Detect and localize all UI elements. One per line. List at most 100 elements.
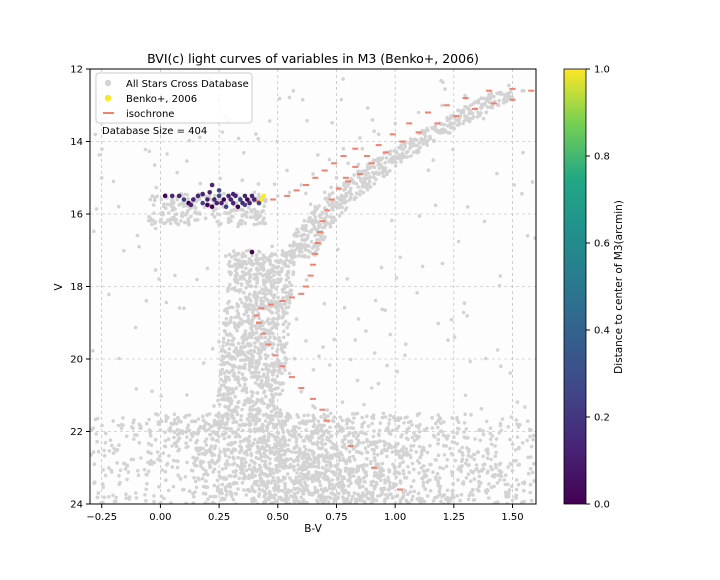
all-stars-point [276, 480, 281, 484]
all-stars-point [417, 141, 422, 145]
all-stars-point [164, 206, 168, 211]
all-stars-point [255, 399, 259, 404]
all-stars-point [470, 488, 475, 493]
all-stars-point [284, 357, 289, 362]
all-stars-point [243, 382, 247, 387]
all-stars-point [103, 473, 108, 478]
all-stars-point [381, 468, 386, 473]
all-stars-point [215, 212, 220, 216]
all-stars-point [201, 414, 205, 419]
all-stars-point [249, 390, 254, 394]
all-stars-point [485, 456, 490, 461]
all-stars-point [211, 437, 215, 442]
all-stars-point [286, 496, 290, 501]
all-stars-point [372, 456, 377, 460]
all-stars-point [316, 465, 321, 470]
all-stars-point [304, 456, 308, 460]
all-stars-point [317, 204, 321, 208]
all-stars-point [281, 381, 286, 386]
all-stars-point [245, 417, 250, 421]
all-stars-point [522, 89, 526, 93]
all-stars-point [277, 392, 281, 397]
all-stars-point [249, 343, 253, 348]
all-stars-point [243, 329, 248, 333]
all-stars-point [243, 344, 247, 349]
all-stars-point [327, 192, 332, 197]
all-stars-point [156, 422, 161, 427]
all-stars-point [383, 443, 387, 448]
all-stars-point [442, 453, 447, 457]
benko-point [247, 200, 252, 206]
all-stars-point [97, 153, 102, 157]
all-stars-point [117, 443, 121, 448]
all-stars-point [352, 474, 356, 478]
all-stars-point [268, 469, 272, 473]
all-stars-point [262, 489, 267, 494]
all-stars-point [132, 437, 136, 441]
all-stars-point [238, 383, 242, 388]
all-stars-point [341, 77, 345, 81]
all-stars-point [341, 438, 345, 443]
all-stars-point [239, 445, 243, 450]
all-stars-point [312, 451, 316, 455]
all-stars-point [122, 461, 126, 466]
all-stars-point [282, 343, 286, 347]
all-stars-point [306, 465, 310, 469]
all-stars-point [401, 148, 405, 152]
all-stars-point [99, 176, 104, 180]
all-stars-point [143, 147, 148, 152]
all-stars-point [245, 271, 250, 276]
all-stars-point [337, 456, 342, 460]
all-stars-point [279, 425, 283, 429]
all-stars-point [332, 419, 336, 424]
all-stars-point [377, 428, 382, 433]
all-stars-point [442, 493, 447, 497]
all-stars-point [112, 499, 117, 504]
all-stars-point [102, 448, 106, 453]
all-stars-point [275, 499, 280, 503]
all-stars-point [276, 431, 281, 435]
all-stars-point [506, 465, 511, 469]
all-stars-point [304, 339, 308, 343]
all-stars-point [361, 190, 366, 195]
all-stars-point [334, 445, 339, 449]
all-stars-point [254, 326, 259, 331]
all-stars-point [409, 444, 413, 448]
all-stars-point [242, 402, 247, 407]
all-stars-point [293, 481, 297, 485]
all-stars-point [283, 319, 288, 324]
all-stars-point [350, 470, 354, 475]
all-stars-point [420, 264, 425, 269]
all-stars-point [199, 464, 203, 469]
all-stars-point [203, 421, 208, 426]
all-stars-point [302, 237, 307, 242]
all-stars-point [195, 211, 199, 216]
x-axis-label: B-V [304, 523, 322, 535]
all-stars-point [255, 427, 260, 431]
all-stars-point [376, 172, 381, 177]
y-axis-label: V [53, 283, 65, 291]
all-stars-point [254, 412, 259, 417]
all-stars-point [150, 194, 154, 199]
all-stars-point [313, 488, 318, 492]
all-stars-point [436, 483, 441, 488]
all-stars-point [402, 472, 406, 476]
all-stars-point [336, 247, 340, 252]
all-stars-point [398, 462, 403, 466]
all-stars-point [497, 468, 502, 473]
all-stars-point [279, 479, 284, 483]
all-stars-point [249, 453, 254, 458]
all-stars-point [204, 449, 208, 453]
all-stars-point [271, 331, 275, 336]
all-stars-point [255, 281, 259, 285]
all-stars-point [374, 445, 379, 450]
all-stars-point [229, 409, 234, 414]
all-stars-point [268, 258, 272, 263]
all-stars-point [225, 448, 230, 452]
all-stars-point [254, 374, 259, 379]
all-stars-point [342, 445, 347, 449]
all-stars-point [134, 496, 139, 500]
all-stars-point [365, 457, 369, 461]
all-stars-point [256, 351, 260, 356]
all-stars-point [460, 457, 465, 462]
